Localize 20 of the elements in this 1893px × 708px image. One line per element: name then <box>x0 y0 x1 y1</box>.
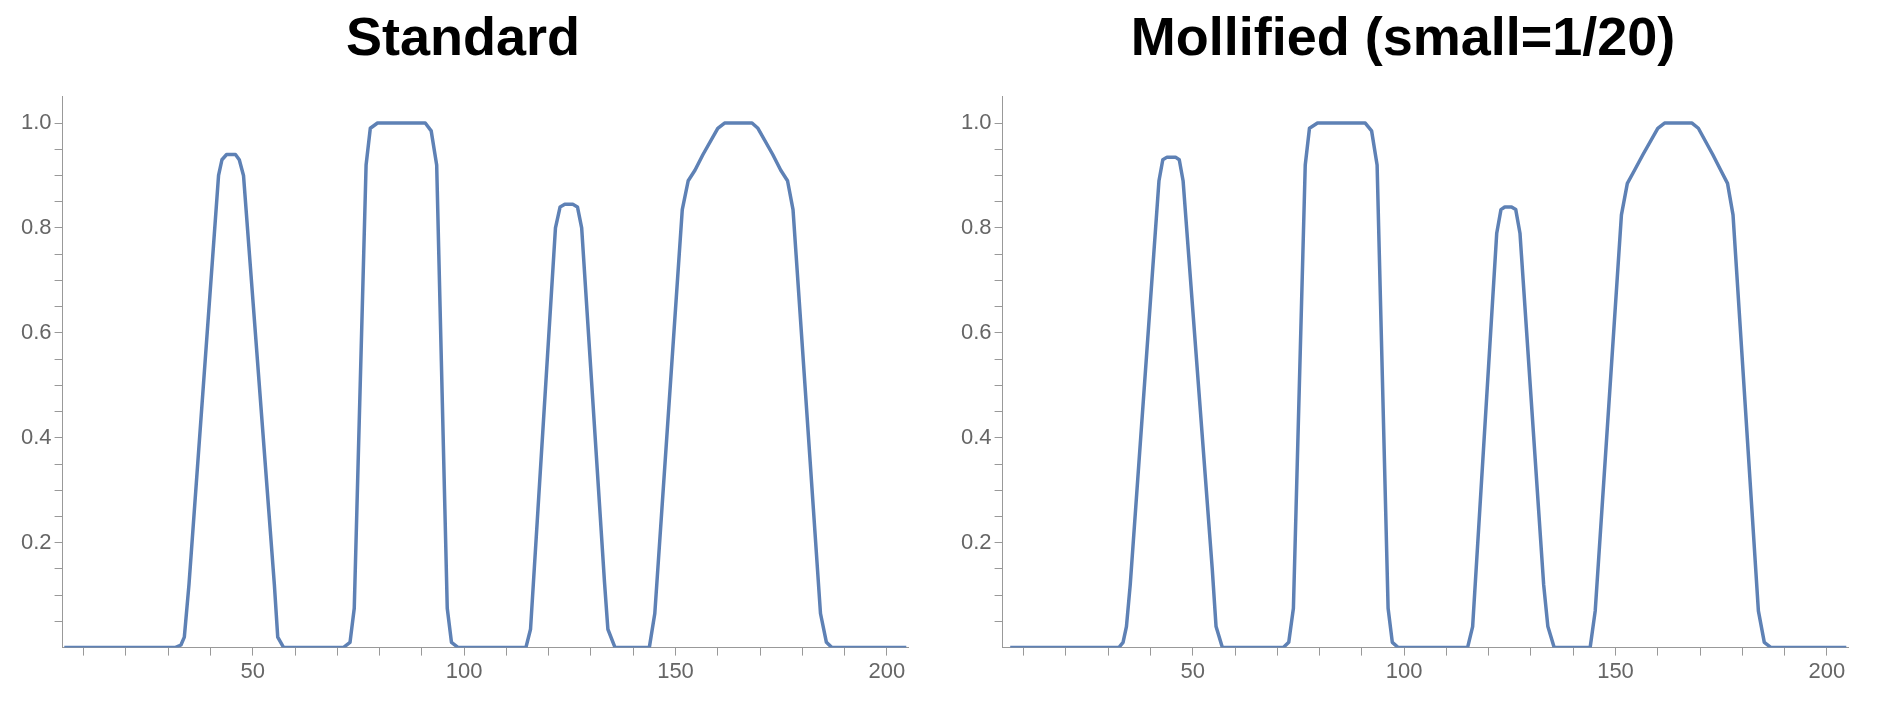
x-tick-label: 100 <box>445 657 483 683</box>
chart-title: Mollified (small=1/20) <box>1130 6 1676 67</box>
y-tick-label: 0.4 <box>960 423 992 449</box>
y-tick-label: 1.0 <box>20 109 52 135</box>
y-tick-label: 0.8 <box>960 214 992 240</box>
y-tick-label: 0.4 <box>20 423 52 449</box>
chart-title: Standard <box>345 6 581 67</box>
x-tick-label: 150 <box>657 657 694 683</box>
y-tick-label: 0.2 <box>20 528 52 554</box>
y-tick-label: 0.2 <box>960 528 992 554</box>
y-tick-label: 0.6 <box>20 318 52 344</box>
x-tick-label: 150 <box>1597 657 1634 683</box>
x-tick-label: 50 <box>1180 657 1206 683</box>
x-tick-label: 100 <box>1385 657 1423 683</box>
y-tick-label: 0.6 <box>960 318 992 344</box>
y-tick-label: 1.0 <box>960 109 992 135</box>
y-tick-label: 0.8 <box>20 214 52 240</box>
x-tick-label: 200 <box>1808 657 1846 683</box>
x-tick-label: 200 <box>868 657 906 683</box>
x-tick-label: 50 <box>240 657 266 683</box>
